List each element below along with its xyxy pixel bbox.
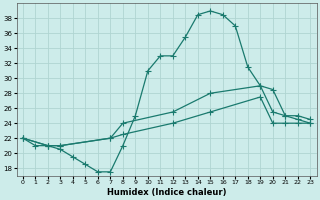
X-axis label: Humidex (Indice chaleur): Humidex (Indice chaleur) xyxy=(107,188,226,197)
